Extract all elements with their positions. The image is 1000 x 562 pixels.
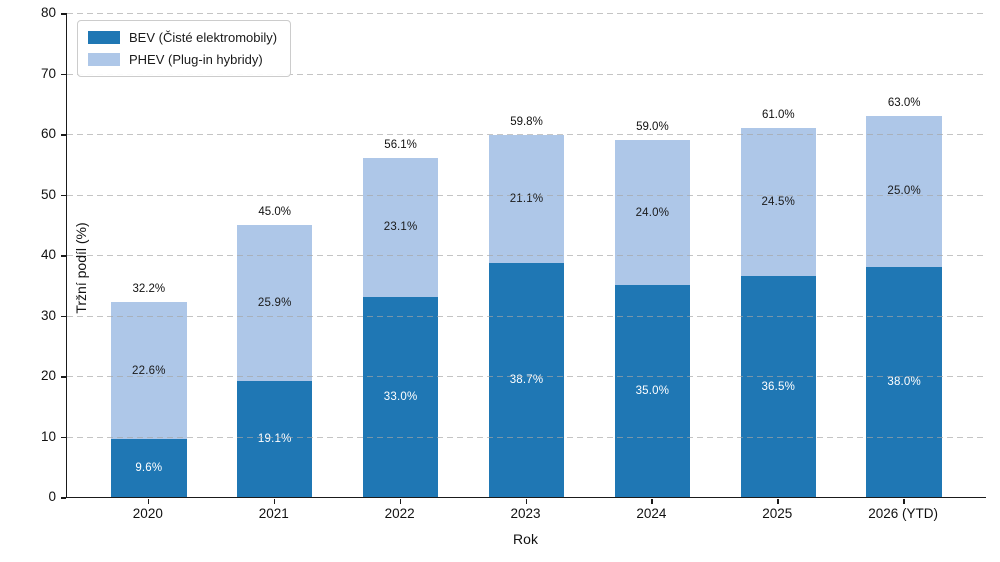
bar-segment-bev [866,267,942,497]
total-value-label: 61.0% [761,108,795,121]
x-tick-mark [273,498,276,504]
y-tick-label: 50 [40,186,56,202]
total-value-label: 59.8% [510,116,543,129]
bar-segment-bev [740,276,817,497]
y-tick-label: 0 [48,489,56,504]
bar-segment-bev [362,297,439,497]
bar-segment-bev [488,262,565,497]
y-tick-label: 70 [40,65,56,81]
y-tick-mark [61,376,66,378]
gridline [67,13,986,14]
total-value-label: 56.1% [384,138,417,151]
y-tick-label: 20 [40,368,56,383]
x-tick-label: 2021 [258,506,289,521]
x-tick-label: 2026 (YTD) [868,506,939,521]
x-tick-label: 2025 [762,506,793,521]
bar-segment-phev [362,157,439,298]
x-tick-label: 2022 [384,506,415,521]
total-value-label: 45.0% [258,205,292,218]
y-tick-label: 80 [40,5,56,20]
y-tick-label: 30 [40,307,56,323]
y-tick-mark [61,13,66,15]
phev-legend-swatch [88,53,120,66]
bar-segment-phev [614,140,691,286]
x-axis-title: Rok [513,531,538,547]
y-tick-label: 40 [40,247,56,262]
x-tick-label: 2020 [132,506,163,521]
y-tick-mark [61,194,66,196]
x-tick-mark [147,498,150,504]
legend-label: BEV (Čisté elektromobily) [129,30,278,45]
bar-segment-bev [236,381,313,497]
legend-label: PHEV (Plug-in hybridy) [129,52,263,67]
y-tick-mark [61,73,66,75]
bev-legend-swatch [88,31,120,44]
bar-segment-phev [111,302,187,439]
bar-segment-phev [488,135,565,263]
bar-segment-phev [866,115,942,268]
legend-item: BEV (Čisté elektromobily) [88,30,277,45]
y-tick-mark [61,315,66,317]
y-tick-label: 10 [40,428,56,444]
x-tick-mark [903,498,905,504]
total-value-label: 63.0% [887,96,921,109]
bar-segment-bev [111,438,187,497]
total-value-label: 59.0% [636,121,669,134]
y-tick-mark [61,134,66,136]
x-tick-mark [777,498,779,504]
bar-segment-phev [740,127,817,277]
y-tick-mark [61,436,66,438]
x-tick-mark [525,498,527,504]
x-tick-mark [651,498,653,504]
y-axis-title: Tržní podíl (%) [73,222,89,314]
legend-item: PHEV (Plug-in hybridy) [88,52,277,67]
total-value-label: 32.2% [132,283,166,296]
y-tick-mark [61,255,66,257]
x-tick-label: 2023 [510,506,541,521]
legend: BEV (Čisté elektromobily) PHEV (Plug-in h… [77,20,292,77]
y-tick-label: 60 [40,126,56,141]
y-tick-mark [61,497,66,499]
x-tick-mark [399,498,402,504]
bar-segment-bev [614,285,691,497]
bar-segment-phev [236,224,313,382]
x-tick-label: 2024 [636,506,667,521]
plot-area: Tržní podíl (%) BEV (Čisté elektromobily… [66,13,986,498]
